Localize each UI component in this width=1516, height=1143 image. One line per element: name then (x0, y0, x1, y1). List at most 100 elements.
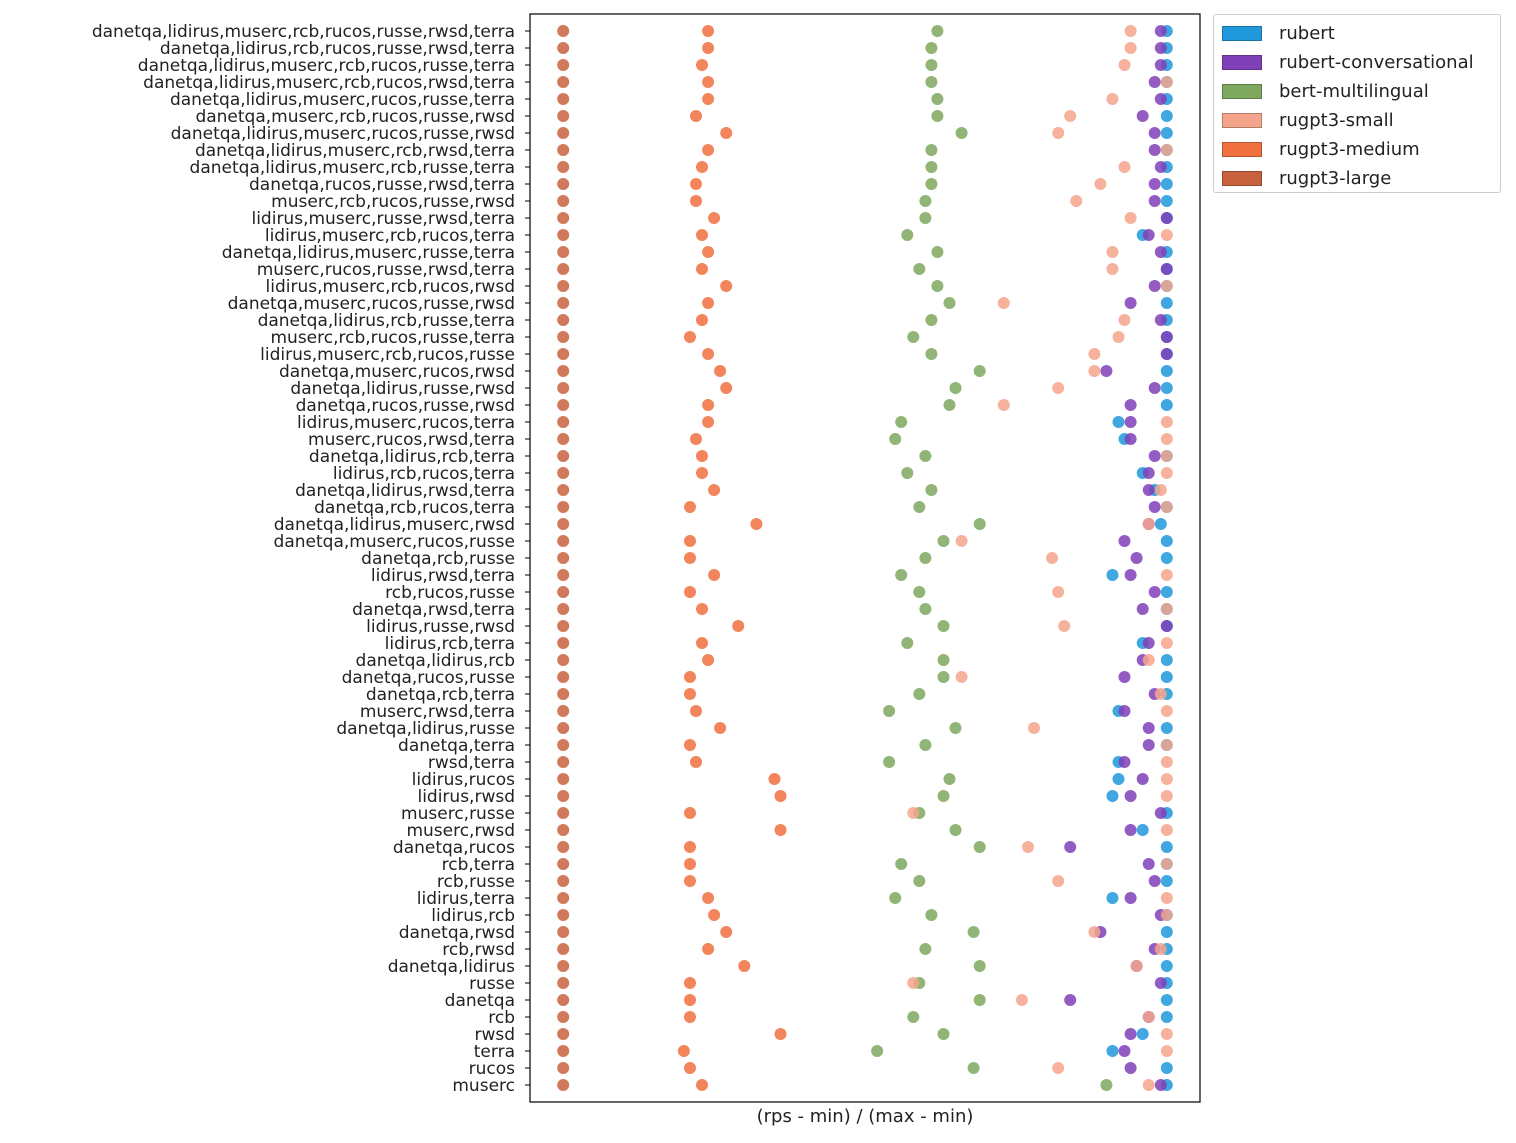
data-point (557, 484, 570, 496)
data-point (557, 178, 570, 190)
data-point (1148, 144, 1161, 156)
data-point (1160, 1028, 1173, 1040)
data-point (913, 501, 926, 513)
data-point (913, 688, 926, 700)
data-point (1160, 263, 1173, 275)
data-point (1154, 807, 1167, 819)
data-point (1160, 926, 1173, 938)
data-point (1100, 365, 1113, 377)
data-point (1160, 416, 1173, 428)
data-point (1088, 365, 1101, 377)
y-tick-label: lidirus,terra (417, 889, 515, 909)
data-point (557, 93, 570, 105)
data-point (557, 144, 570, 156)
data-point (702, 93, 715, 105)
data-point (557, 501, 570, 513)
legend-item-rubert: rubert (1222, 21, 1335, 45)
data-point (557, 637, 570, 649)
data-point (1052, 382, 1065, 394)
data-point (557, 110, 570, 122)
data-point (557, 790, 570, 802)
data-point (955, 535, 968, 547)
y-tick-label: muserc,rcb,rucos,russe,terra (270, 328, 515, 348)
data-point (1160, 501, 1173, 513)
y-tick-label: danetqa,muserc,rucos,russe,rwsd (228, 294, 515, 314)
y-tick-label: danetqa,rcb,terra (366, 685, 515, 705)
data-point (702, 246, 715, 258)
data-point (1160, 586, 1173, 598)
data-point (1154, 518, 1167, 530)
data-point (557, 994, 570, 1006)
data-point (1136, 824, 1149, 836)
data-point (557, 161, 570, 173)
y-tick-label: lidirus,russe,rwsd (366, 617, 515, 637)
data-point (1160, 297, 1173, 309)
y-tick-label: danetqa,muserc,rcb,rucos,russe,rwsd (195, 107, 515, 127)
data-point (949, 824, 962, 836)
y-tick-label: danetqa,lidirus,muserc,russe,terra (222, 243, 515, 263)
data-point (925, 178, 938, 190)
data-point (696, 161, 708, 173)
data-point (937, 535, 950, 547)
data-point (925, 59, 938, 71)
data-point (714, 365, 727, 377)
data-point (1124, 42, 1137, 54)
data-point (1136, 1028, 1149, 1040)
data-point (1160, 756, 1173, 768)
data-point (1058, 620, 1071, 632)
data-point (684, 875, 696, 887)
data-point (1160, 790, 1173, 802)
data-point (1154, 484, 1167, 496)
data-point (690, 433, 702, 445)
data-point (949, 722, 962, 734)
data-point (1148, 76, 1161, 88)
data-point (1118, 705, 1131, 717)
data-point (702, 144, 715, 156)
data-point (557, 59, 570, 71)
data-point (1064, 994, 1077, 1006)
y-tick-label: danetqa,rcb,russe (361, 549, 515, 569)
data-point (690, 756, 702, 768)
data-point (937, 671, 950, 683)
data-point (714, 722, 727, 734)
data-point (696, 263, 708, 275)
data-point (1160, 450, 1173, 462)
data-point (684, 841, 696, 853)
data-point (1154, 943, 1167, 955)
data-point (973, 365, 986, 377)
data-point (901, 467, 914, 479)
data-point (557, 348, 570, 360)
data-point (774, 824, 787, 836)
data-point (1154, 246, 1167, 258)
data-point (1160, 382, 1173, 394)
data-point (1052, 586, 1065, 598)
data-point (1106, 246, 1119, 258)
data-point (1160, 875, 1173, 887)
data-point (1160, 620, 1173, 632)
data-point (1106, 569, 1119, 581)
series-rugpt3-large (557, 25, 570, 1091)
data-point (1148, 586, 1161, 598)
data-point (557, 977, 570, 989)
data-point (1136, 773, 1149, 785)
data-point (702, 25, 715, 37)
data-point (1124, 824, 1137, 836)
series-rugpt3-medium (677, 25, 787, 1091)
data-point (720, 926, 733, 938)
data-point (1154, 25, 1167, 37)
data-point (1052, 875, 1065, 887)
data-point (1160, 178, 1173, 190)
data-point (702, 297, 715, 309)
data-point (1154, 977, 1167, 989)
data-point (557, 773, 570, 785)
data-point (907, 977, 920, 989)
y-tick-label: danetqa,lidirus,russe (336, 719, 515, 739)
data-point (557, 841, 570, 853)
data-point (1160, 212, 1173, 224)
data-point (1160, 127, 1173, 139)
data-point (1148, 382, 1161, 394)
data-point (937, 1028, 950, 1040)
data-point (925, 484, 938, 496)
data-point (1160, 144, 1173, 156)
